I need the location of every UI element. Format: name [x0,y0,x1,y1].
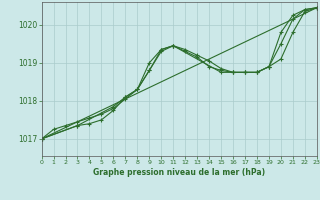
X-axis label: Graphe pression niveau de la mer (hPa): Graphe pression niveau de la mer (hPa) [93,168,265,177]
